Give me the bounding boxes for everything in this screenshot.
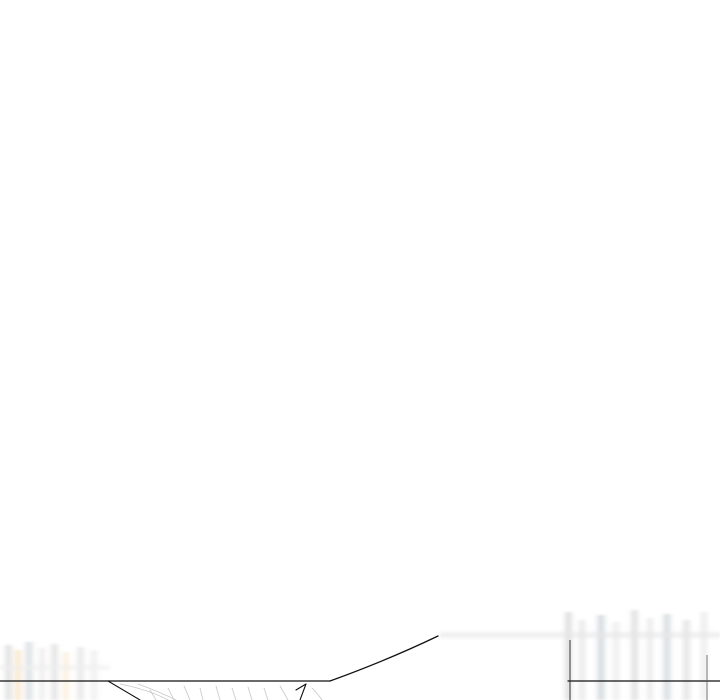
left-blur-streaks [6, 642, 96, 700]
right-blur-streaks [566, 610, 706, 700]
rising-curve [329, 635, 439, 682]
diagonal-stroke [107, 680, 141, 700]
faint-hatching [119, 683, 323, 700]
horizontal-wash [0, 632, 720, 670]
notch-stroke [295, 683, 307, 700]
ink-outline [0, 635, 720, 700]
